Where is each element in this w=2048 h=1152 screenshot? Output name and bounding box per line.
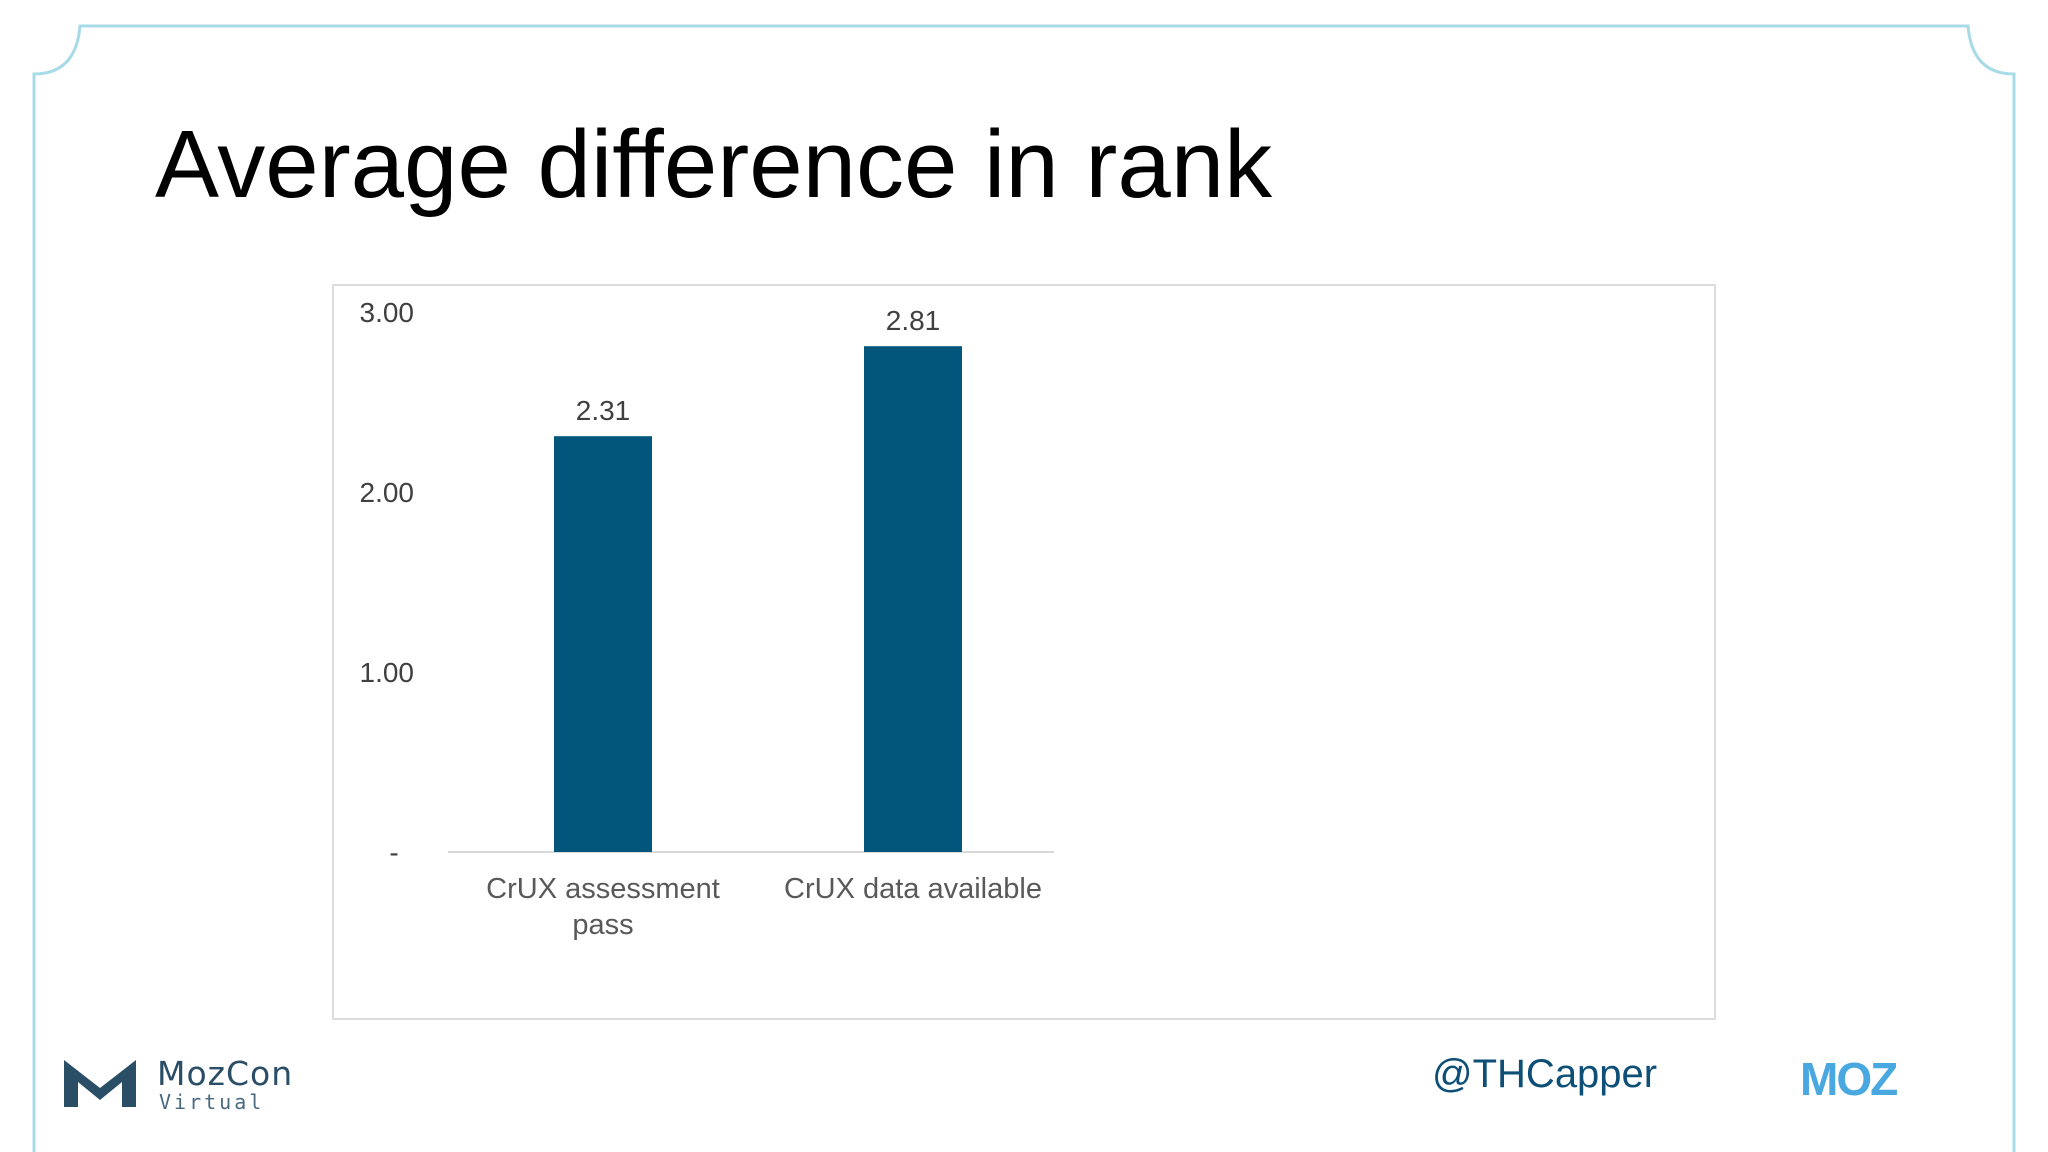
- bar: [864, 346, 962, 852]
- y-tick-label: 3.00: [360, 297, 415, 328]
- y-tick-label: -: [389, 837, 398, 868]
- bar: [554, 436, 652, 852]
- y-tick-label: 1.00: [360, 657, 415, 688]
- data-label: 2.31: [576, 395, 631, 426]
- y-tick-label: 2.00: [360, 477, 415, 508]
- data-label: 2.81: [886, 305, 941, 336]
- moz-logo-text: MOZ: [1800, 1055, 1897, 1105]
- mozcon-subtitle: Virtual: [159, 1090, 265, 1114]
- mozcon-m-icon: [64, 1060, 136, 1107]
- moz-logo: MOZ: [1800, 1055, 1899, 1105]
- bar-chart: - 1.00 2.00 3.00 2.31 CrUX assessment pass 2.81…: [360, 297, 1054, 941]
- x-tick-label: CrUX assessment: [486, 873, 720, 905]
- twitter-handle: @THCapper: [1432, 1052, 1658, 1096]
- slide-title: Average difference in rank: [155, 111, 1273, 218]
- x-tick-label: pass: [572, 909, 633, 941]
- chart-container: - 1.00 2.00 3.00 2.31 CrUX assessment pass 2.81…: [332, 284, 1716, 1020]
- x-tick-label: CrUX data available: [784, 873, 1042, 905]
- mozcon-name: MozCon: [157, 1054, 294, 1093]
